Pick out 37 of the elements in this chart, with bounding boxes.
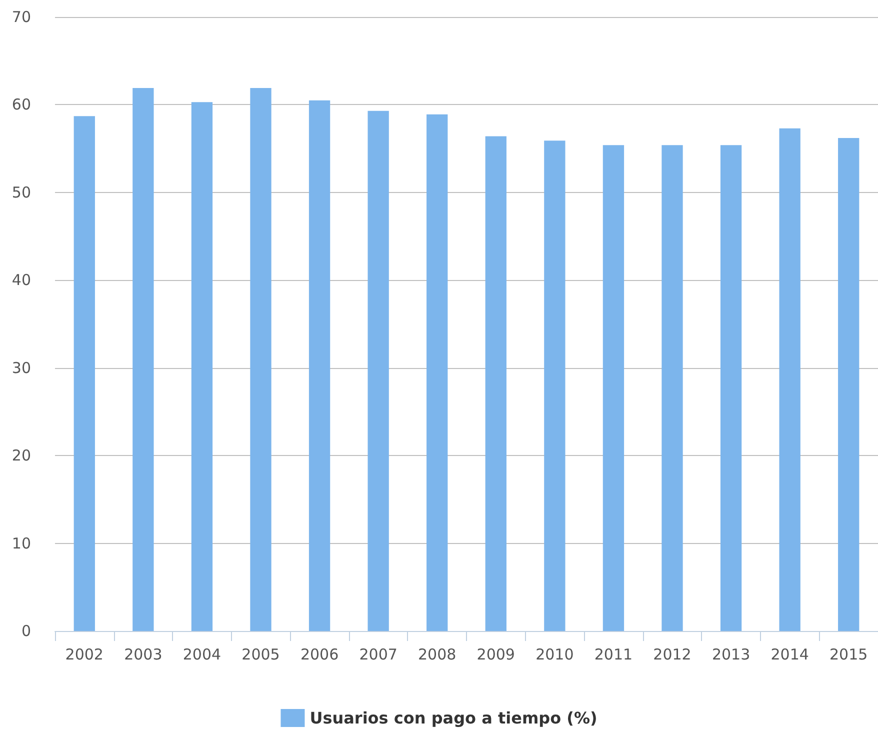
bar xyxy=(368,110,389,631)
bar xyxy=(191,102,213,631)
bar xyxy=(426,114,448,631)
bar xyxy=(544,140,566,631)
x-tick-label: 2010 xyxy=(536,646,574,664)
x-tick-label: 2006 xyxy=(300,646,339,664)
y-tick-label: 50 xyxy=(12,183,31,202)
x-tick-label: 2003 xyxy=(124,646,162,664)
bar xyxy=(838,138,860,631)
legend-label: Usuarios con pago a tiempo (%) xyxy=(310,708,598,728)
x-tick-label: 2007 xyxy=(359,646,398,664)
y-tick-label: 0 xyxy=(21,622,31,640)
y-tick-label: 20 xyxy=(12,446,31,465)
x-tick-label: 2008 xyxy=(418,646,456,664)
y-tick-label: 40 xyxy=(12,271,31,290)
bar xyxy=(779,128,800,631)
y-tick-label: 70 xyxy=(12,8,31,26)
bar xyxy=(308,100,330,631)
x-tick-label: 2015 xyxy=(830,646,868,664)
bar xyxy=(250,88,272,631)
x-tick-label: 2013 xyxy=(712,646,750,664)
bar xyxy=(485,136,506,631)
x-tick-label: 2011 xyxy=(594,646,633,664)
bar xyxy=(602,145,624,631)
bar xyxy=(74,116,95,631)
bar xyxy=(662,145,683,631)
y-tick-label: 60 xyxy=(12,96,31,114)
bar xyxy=(132,88,154,631)
x-tick-label: 2002 xyxy=(65,646,104,664)
x-tick-label: 2014 xyxy=(770,646,809,664)
x-tick-label: 2005 xyxy=(242,646,280,664)
y-tick-label: 30 xyxy=(12,358,31,377)
bar xyxy=(720,145,742,631)
x-tick-label: 2004 xyxy=(182,646,222,664)
y-tick-label: 10 xyxy=(12,534,31,552)
x-tick-label: 2009 xyxy=(476,646,515,664)
x-tick-label: 2012 xyxy=(653,646,692,664)
